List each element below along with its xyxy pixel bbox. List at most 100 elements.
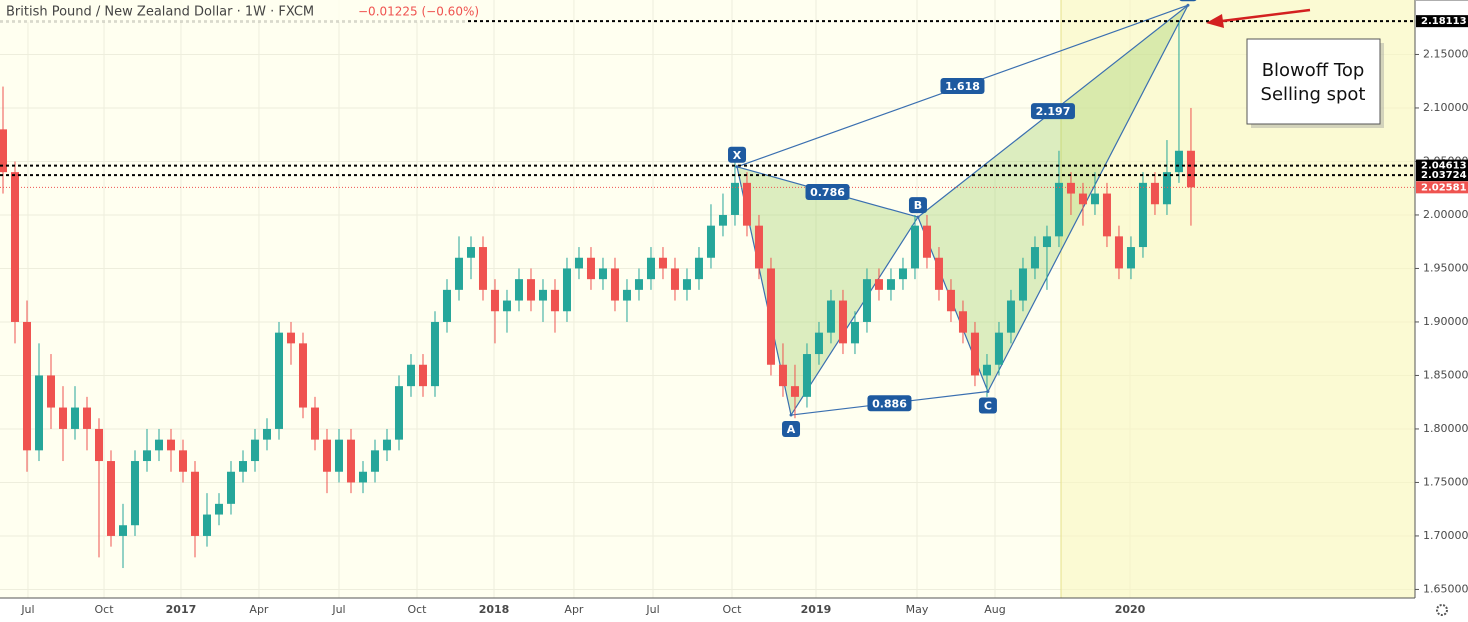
candle-body bbox=[82, 407, 91, 429]
note-line: Blowoff Top bbox=[1262, 60, 1365, 81]
candle-body bbox=[574, 257, 583, 269]
ratio-label-box bbox=[805, 183, 850, 200]
arrow-head bbox=[1206, 14, 1224, 28]
point-label: A bbox=[787, 423, 796, 436]
candle-body bbox=[442, 289, 451, 322]
x-tick-label: Apr bbox=[249, 603, 269, 616]
point-label-box bbox=[978, 397, 997, 414]
candle-body bbox=[514, 279, 523, 301]
y-tick-label: 1.75000 bbox=[1423, 475, 1468, 488]
y-tick-label: 1.80000 bbox=[1423, 422, 1468, 435]
candle-body bbox=[358, 471, 367, 483]
pattern-leg bbox=[987, 4, 1189, 392]
candle-body bbox=[322, 439, 331, 472]
candle-body bbox=[946, 289, 955, 312]
price-axis-bg bbox=[1415, 0, 1468, 622]
candle-body bbox=[238, 461, 247, 472]
y-tick-label: 1.90000 bbox=[1423, 315, 1468, 328]
level-tag bbox=[1416, 15, 1468, 28]
candle-body bbox=[718, 214, 727, 226]
level-tag bbox=[1416, 169, 1468, 182]
candle-body bbox=[406, 364, 415, 387]
candle-body bbox=[562, 268, 571, 312]
level-label: 2.02581 bbox=[1421, 182, 1467, 193]
candle-body bbox=[958, 311, 967, 333]
candle-body bbox=[814, 332, 823, 355]
candle-body bbox=[1018, 268, 1027, 301]
candle-body bbox=[1054, 182, 1063, 237]
pattern-point bbox=[735, 165, 739, 169]
x-tick-label: Jul bbox=[331, 603, 345, 616]
ratio-label: 0.786 bbox=[810, 186, 845, 199]
candle-body bbox=[106, 461, 115, 536]
ratio-label-box bbox=[867, 395, 912, 412]
candle-body bbox=[298, 343, 307, 408]
candle-body bbox=[118, 525, 127, 536]
candle-body bbox=[778, 364, 787, 387]
candle-body bbox=[70, 407, 79, 429]
candle-body bbox=[1006, 300, 1015, 333]
candle-body bbox=[790, 386, 799, 397]
y-tick-label: 1.95000 bbox=[1423, 261, 1468, 274]
level-tag bbox=[1416, 159, 1468, 172]
candle-body bbox=[526, 279, 535, 301]
x-tick-label: Jul bbox=[645, 603, 659, 616]
x-tick-label: Apr bbox=[564, 603, 584, 616]
candle-body bbox=[178, 450, 187, 472]
pattern-fill bbox=[737, 166, 918, 416]
y-tick-label: 2.15000 bbox=[1423, 47, 1468, 60]
settings-icon[interactable] bbox=[1436, 604, 1448, 616]
candle-body bbox=[34, 375, 43, 451]
candles bbox=[0, 21, 1195, 569]
candle-body bbox=[0, 129, 7, 173]
candle-body bbox=[802, 354, 811, 397]
candle-body bbox=[550, 289, 559, 312]
candle-body bbox=[274, 332, 283, 429]
point-label-box bbox=[1179, 0, 1197, 2]
candle-body bbox=[166, 439, 175, 451]
candle-body bbox=[586, 257, 595, 280]
point-label-box bbox=[782, 421, 801, 438]
y-tick-label: 2.00000 bbox=[1423, 208, 1468, 221]
candle-body bbox=[1066, 182, 1075, 194]
candle-body bbox=[898, 268, 907, 280]
candle-body bbox=[886, 279, 895, 290]
y-tick-label: 1.85000 bbox=[1423, 368, 1468, 381]
level-label: 2.03724 bbox=[1421, 170, 1467, 181]
x-tick-label: 2018 bbox=[479, 603, 510, 616]
candle-body bbox=[430, 321, 439, 387]
candle-body bbox=[1114, 236, 1123, 269]
chart-title: British Pound / New Zealand Dollar · 1W … bbox=[6, 5, 314, 20]
x-tick-label: 2020 bbox=[1115, 603, 1146, 616]
candle-body bbox=[190, 471, 199, 536]
note-box bbox=[1246, 38, 1381, 125]
candle-body bbox=[502, 300, 511, 312]
candle-body bbox=[742, 182, 751, 226]
candle-body bbox=[370, 450, 379, 472]
candle-body bbox=[922, 225, 931, 258]
candle-body bbox=[622, 289, 631, 301]
candle-body bbox=[646, 257, 655, 280]
x-tick-label: Jul bbox=[20, 603, 34, 616]
candle-body bbox=[1042, 236, 1051, 248]
candle-body bbox=[970, 332, 979, 376]
candle-body bbox=[610, 268, 619, 301]
candle-body bbox=[694, 257, 703, 280]
ratio-label: 0.886 bbox=[872, 397, 907, 410]
y-tick-label: 1.70000 bbox=[1423, 529, 1468, 542]
candle-body bbox=[286, 332, 295, 344]
candle-body bbox=[22, 321, 31, 451]
x-tick-label: Aug bbox=[984, 603, 1005, 616]
candle-body bbox=[838, 300, 847, 344]
candle-body bbox=[94, 428, 103, 462]
candle-body bbox=[382, 439, 391, 451]
point-label: B bbox=[914, 199, 922, 212]
candle-body bbox=[418, 364, 427, 387]
candle-body bbox=[658, 257, 667, 269]
x-tick-label: May bbox=[906, 603, 929, 616]
candle-body bbox=[730, 182, 739, 215]
candle-body bbox=[1126, 247, 1135, 269]
candle-body bbox=[334, 439, 343, 472]
candle-body bbox=[706, 225, 715, 258]
